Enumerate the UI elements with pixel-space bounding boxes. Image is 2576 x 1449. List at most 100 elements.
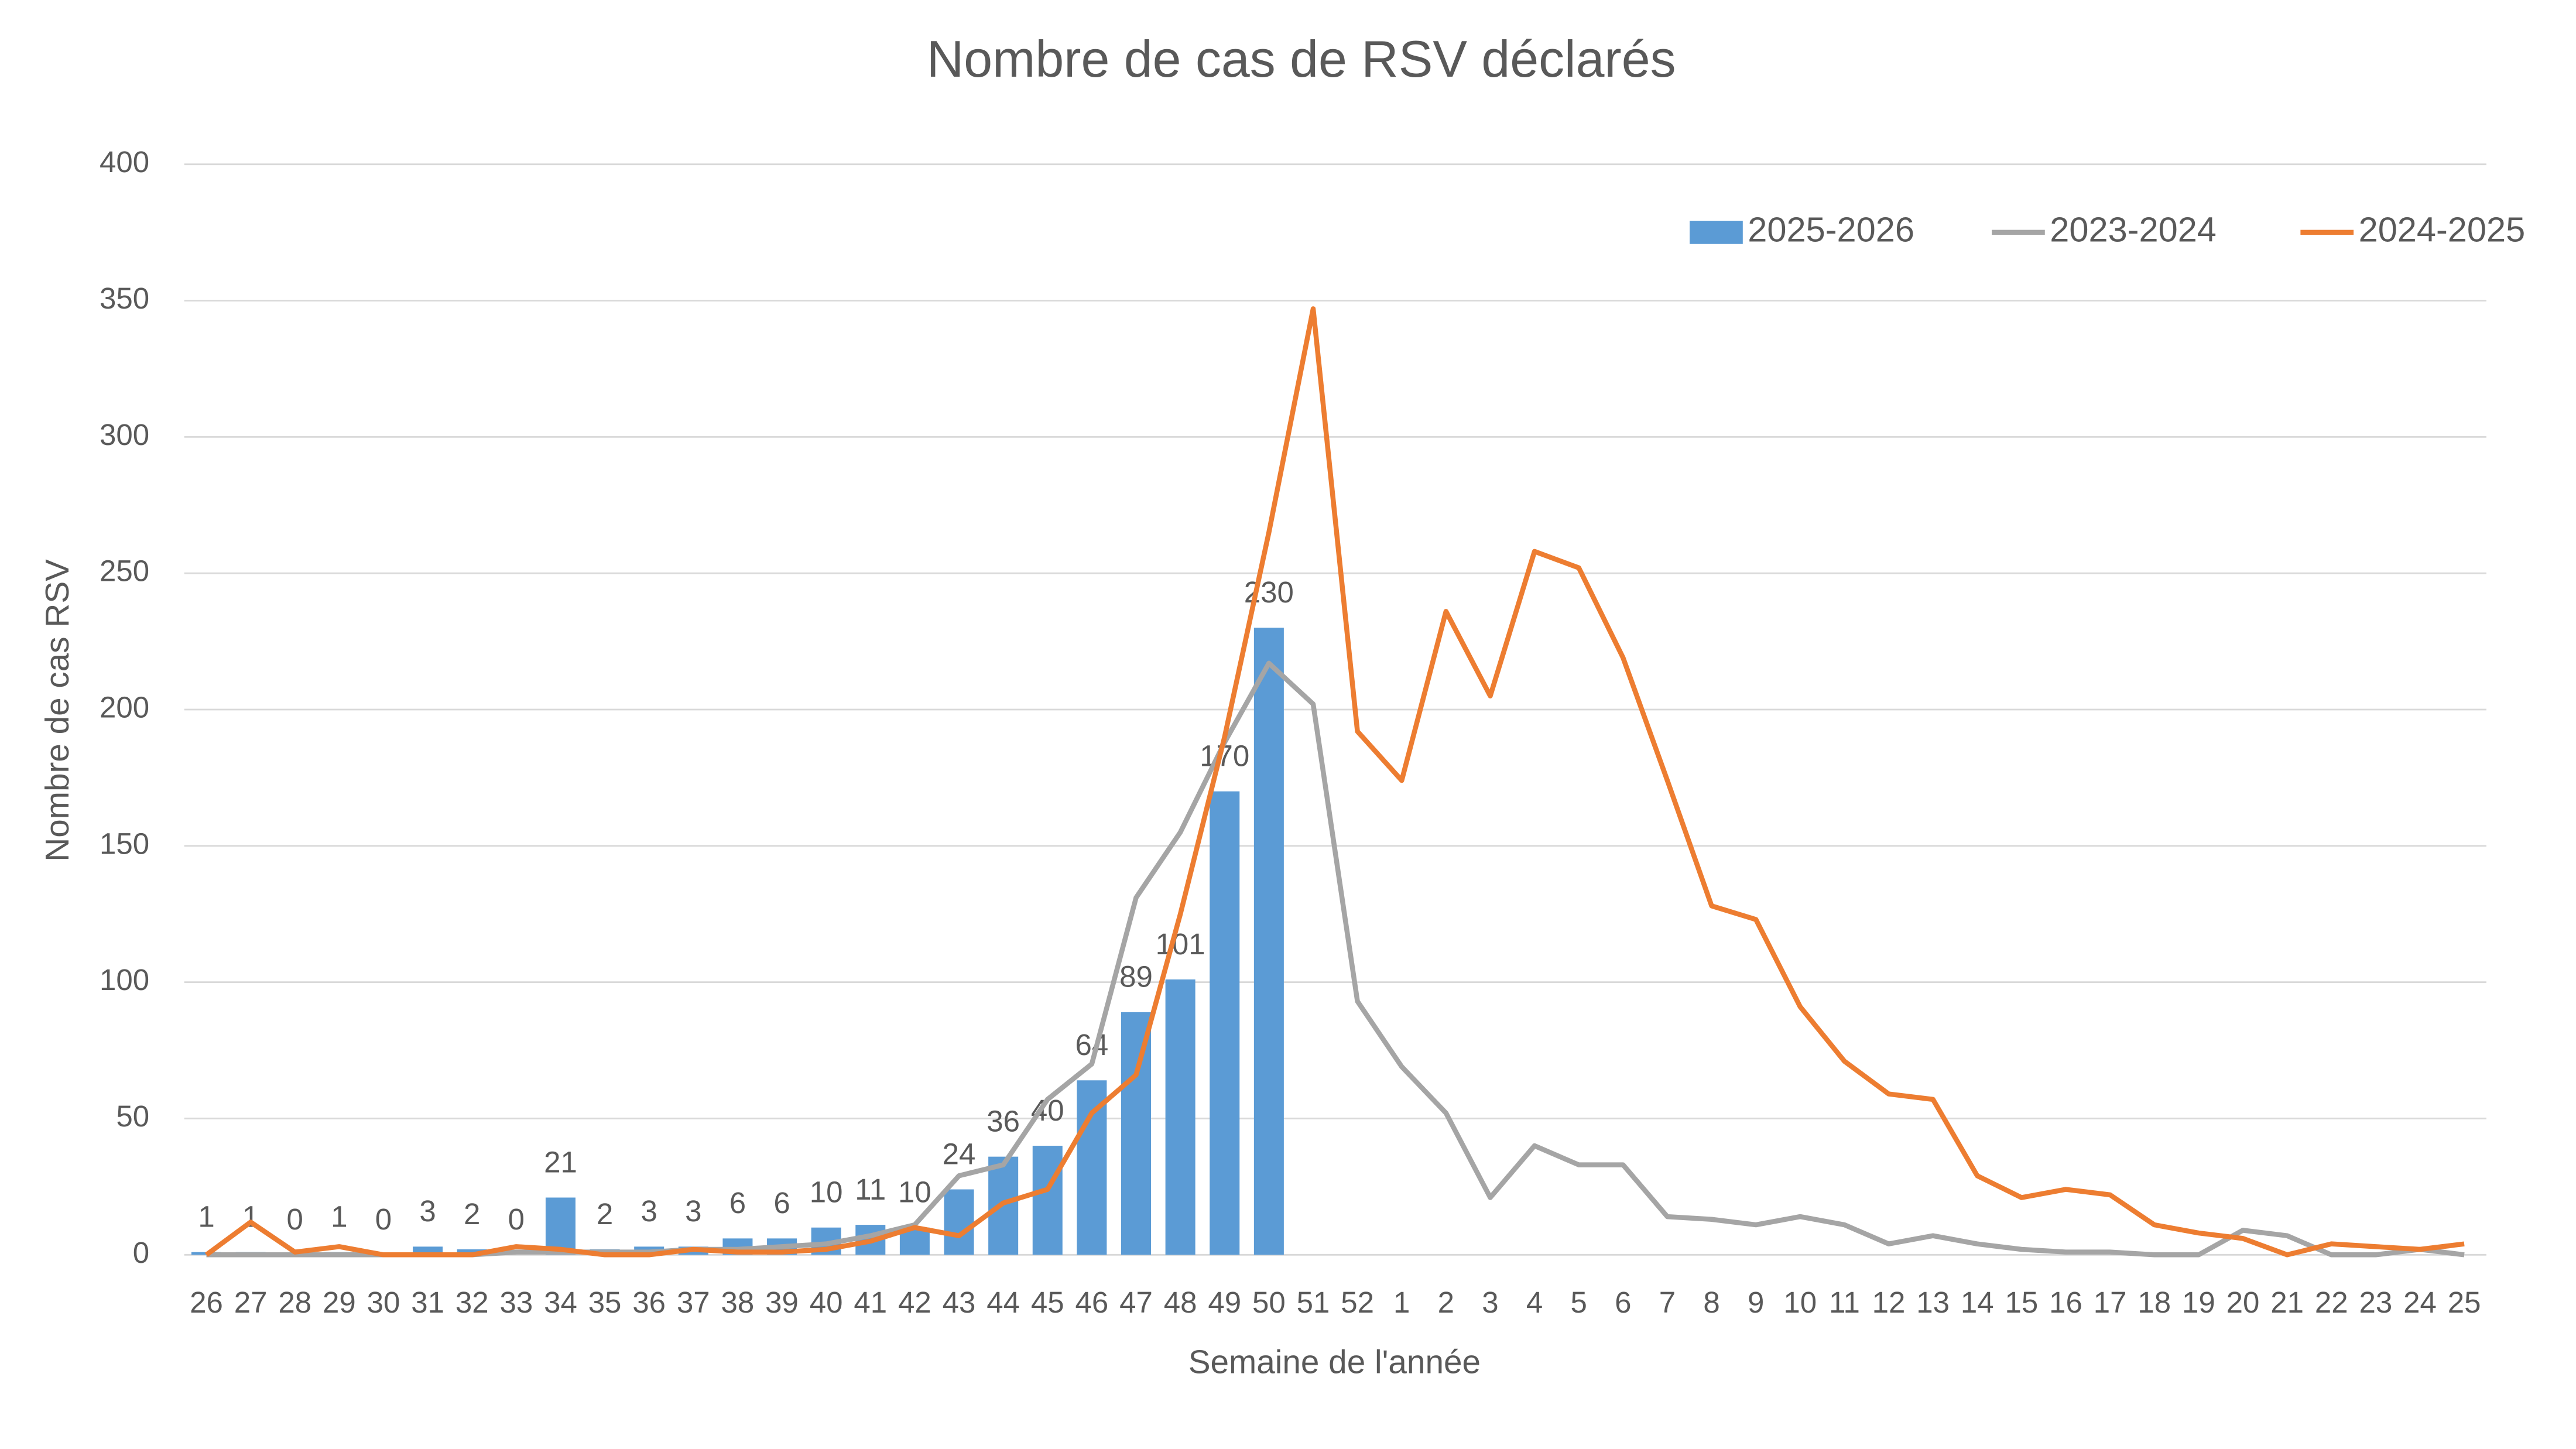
x-tick-label: 18 [2137, 1286, 2171, 1319]
data-label: 0 [375, 1203, 392, 1236]
data-label: 36 [986, 1104, 1020, 1138]
x-tick-label: 11 [1829, 1286, 1860, 1319]
x-tick-label: 38 [721, 1286, 755, 1319]
legend-label: 2024-2025 [2359, 210, 2526, 249]
x-tick-label: 29 [323, 1286, 356, 1319]
data-label: 1 [198, 1200, 214, 1233]
x-tick-label: 9 [1748, 1286, 1764, 1319]
x-tick-label: 1 [1393, 1286, 1410, 1319]
x-tick-label: 24 [2403, 1286, 2437, 1319]
bar [1210, 791, 1240, 1255]
y-tick-label: 200 [100, 690, 149, 724]
x-tick-label: 3 [1482, 1286, 1498, 1319]
data-label: 2 [464, 1197, 480, 1231]
x-tick-label: 44 [986, 1286, 1020, 1319]
x-tick-label: 42 [898, 1286, 931, 1319]
bar [1032, 1146, 1063, 1255]
x-tick-label: 10 [1783, 1286, 1817, 1319]
y-tick-label: 50 [116, 1099, 149, 1133]
data-label: 3 [685, 1194, 701, 1228]
x-tick-label: 20 [2226, 1286, 2260, 1319]
bar [944, 1189, 974, 1255]
data-label: 10 [898, 1176, 931, 1209]
bar [1077, 1080, 1107, 1255]
x-tick-label: 45 [1031, 1286, 1064, 1319]
data-label: 1 [331, 1200, 347, 1233]
x-tick-label: 26 [190, 1286, 223, 1319]
x-tick-label: 32 [455, 1286, 489, 1319]
x-tick-label: 5 [1571, 1286, 1587, 1319]
data-label: 101 [1156, 927, 1205, 961]
bar [1121, 1012, 1152, 1255]
data-label: 21 [544, 1145, 577, 1179]
x-tick-label: 27 [234, 1286, 268, 1319]
x-tick-label: 48 [1164, 1286, 1197, 1319]
data-label: 11 [855, 1173, 886, 1206]
data-label: 0 [287, 1203, 303, 1236]
data-label: 89 [1119, 960, 1153, 994]
data-label: 10 [810, 1176, 843, 1209]
x-tick-label: 39 [765, 1286, 799, 1319]
y-tick-label: 150 [100, 827, 149, 860]
bar [1253, 628, 1284, 1255]
x-tick-label: 51 [1297, 1286, 1330, 1319]
x-tick-label: 40 [810, 1286, 843, 1319]
x-tick-label: 37 [677, 1286, 710, 1319]
y-tick-label: 350 [100, 282, 149, 315]
data-label: 3 [419, 1194, 436, 1228]
y-axis-label: Nombre de cas RSV [39, 559, 76, 862]
x-tick-label: 30 [367, 1286, 400, 1319]
y-tick-label: 300 [100, 418, 149, 451]
x-tick-label: 34 [544, 1286, 577, 1319]
data-label: 24 [943, 1137, 976, 1170]
bar [545, 1197, 576, 1255]
bar [457, 1249, 487, 1255]
bar [1165, 979, 1195, 1255]
data-label: 2 [597, 1197, 613, 1231]
x-tick-label: 46 [1075, 1286, 1109, 1319]
x-tick-label: 28 [278, 1286, 311, 1319]
legend-swatch [1690, 221, 1743, 244]
line [204, 306, 2465, 1258]
x-axis-label: Semaine de l'année [1188, 1344, 1481, 1381]
x-tick-label: 8 [1703, 1286, 1719, 1319]
x-tick-label: 22 [2315, 1286, 2348, 1319]
legend-label: 2025-2026 [1748, 210, 1914, 249]
x-tick-label: 33 [499, 1286, 533, 1319]
x-tick-label: 25 [2448, 1286, 2481, 1319]
x-tick-label: 35 [588, 1286, 622, 1319]
x-tick-label: 52 [1341, 1286, 1374, 1319]
x-tick-label: 14 [1961, 1286, 1994, 1319]
x-tick-label: 7 [1659, 1286, 1676, 1319]
x-tick-label: 50 [1252, 1286, 1286, 1319]
chart-title: Nombre de cas de RSV déclarés [927, 30, 1676, 88]
y-tick-label: 250 [100, 554, 149, 588]
legend-label: 2023-2024 [2050, 210, 2217, 249]
x-tick-label: 36 [632, 1286, 666, 1319]
y-tick-label: 400 [100, 145, 149, 179]
x-tick-label: 31 [411, 1286, 444, 1319]
x-tick-label: 41 [854, 1286, 887, 1319]
x-tick-label: 21 [2270, 1286, 2304, 1319]
y-tick-label: 100 [100, 963, 149, 996]
x-tick-label: 19 [2182, 1286, 2215, 1319]
x-tick-label: 13 [1916, 1286, 1950, 1319]
x-tick-label: 6 [1615, 1286, 1631, 1319]
y-tick-label: 0 [133, 1236, 149, 1269]
x-tick-label: 49 [1208, 1286, 1241, 1319]
x-tick-label: 4 [1526, 1286, 1543, 1319]
x-tick-label: 15 [2005, 1286, 2039, 1319]
x-tick-label: 23 [2359, 1286, 2392, 1319]
data-label: 0 [508, 1203, 525, 1236]
data-label: 3 [641, 1194, 657, 1228]
x-tick-label: 17 [2094, 1286, 2127, 1319]
data-label: 6 [773, 1186, 790, 1220]
data-label: 6 [729, 1186, 746, 1220]
x-tick-label: 43 [943, 1286, 976, 1319]
x-tick-label: 2 [1438, 1286, 1454, 1319]
x-tick-label: 12 [1872, 1286, 1906, 1319]
x-tick-label: 47 [1119, 1286, 1153, 1319]
x-tick-label: 16 [2049, 1286, 2082, 1319]
